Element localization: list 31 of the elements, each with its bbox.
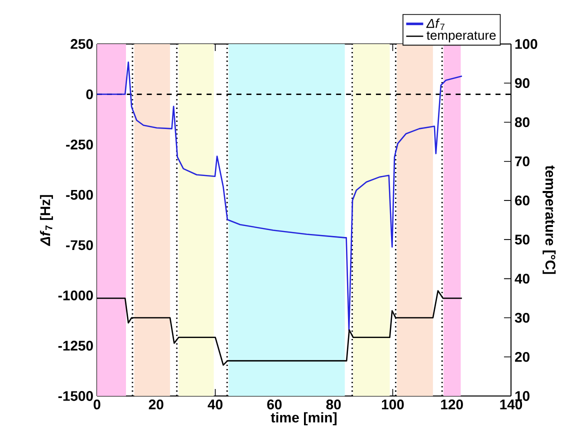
x-tick-label: 100 (382, 400, 404, 410)
x-tick-label: 20 (148, 400, 164, 410)
y2-tick-label: 80 (514, 117, 530, 128)
x-tick-label: 0 (94, 400, 100, 410)
y2-tick-label: 70 (515, 156, 530, 166)
y-tick-label: -750 (66, 240, 93, 250)
y-tick-label: 0 (86, 89, 93, 100)
y2-tick-label: 20 (515, 352, 530, 362)
x-tick-label: 40 (208, 400, 222, 410)
y2-tick-label: 50 (514, 234, 530, 244)
y2-axis-title: temperature [°C] (542, 165, 556, 274)
x-tick-label: 120 (441, 400, 463, 410)
x-tick-label: 140 (500, 400, 522, 410)
y2-tick-label: 100 (515, 39, 538, 49)
x-tick-label: 80 (326, 400, 341, 410)
y-tick-label: -250 (66, 140, 93, 150)
y-tick-label: -1000 (58, 290, 93, 300)
y-tick-label: -1250 (58, 340, 93, 351)
y2-tick-label: 40 (514, 274, 530, 284)
legend-label: Δf$_{7}$ (426, 18, 444, 30)
line-series (97, 61, 463, 332)
x-axis-title: time [min] (270, 412, 337, 426)
y-tick-label: -500 (66, 190, 93, 200)
y-tick-label: 250 (70, 39, 93, 49)
legend-label: temperature (426, 31, 496, 42)
y2-tick-label: 60 (515, 196, 530, 206)
y-axis-title: Δf$_{7}$ [Hz] (40, 195, 53, 246)
y2-tick-label: 30 (514, 312, 530, 323)
y2-tick-label: 90 (515, 78, 530, 88)
x-tick-label: 60 (267, 400, 282, 410)
y-tick-label: -1500 (58, 391, 93, 401)
